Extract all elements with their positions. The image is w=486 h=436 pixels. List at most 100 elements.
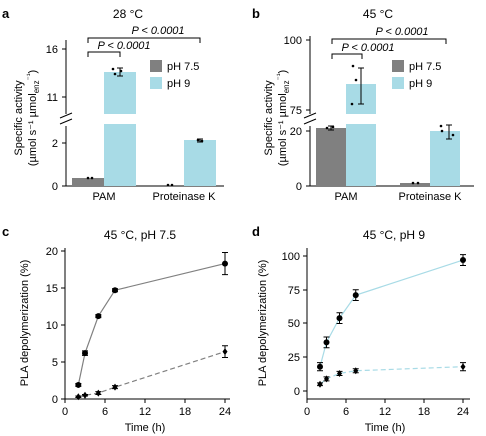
bar-a-pam-ph9 bbox=[104, 72, 136, 186]
bar-a-pk-ph9 bbox=[184, 140, 216, 186]
panel-d-xtick-label: 12 bbox=[379, 406, 391, 418]
panel-d-xtick-label: 6 bbox=[343, 406, 349, 418]
legend-label-ph9: pH 9 bbox=[167, 78, 190, 90]
panel-d-plot-area bbox=[317, 254, 466, 388]
datapoint bbox=[411, 181, 415, 185]
panel-d-ytick-label: 50 bbox=[288, 318, 300, 330]
sig-label-b-outer: P < 0.0001 bbox=[375, 26, 428, 38]
datapoint bbox=[331, 125, 335, 129]
datapoint bbox=[200, 139, 204, 143]
panel-d-ytick-label: 100 bbox=[282, 251, 300, 263]
data-point bbox=[82, 391, 88, 399]
datapoint bbox=[354, 78, 358, 82]
panel-d-title: 45 °C, pH 9 bbox=[363, 228, 425, 242]
datapoint bbox=[350, 102, 354, 106]
errorbar-b-pam-ph9 bbox=[358, 67, 364, 105]
data-point bbox=[112, 383, 118, 391]
panel-c-ytick-label: 15 bbox=[46, 283, 58, 295]
panel-b-axis-break bbox=[303, 112, 317, 125]
panel-a-ytick-label: 2 bbox=[52, 138, 58, 150]
datapoint bbox=[351, 64, 355, 68]
data-point bbox=[75, 393, 81, 401]
sig-bracket-a-outer bbox=[87, 37, 201, 43]
panel-d-ytick-label: 0 bbox=[294, 386, 300, 398]
datapoint bbox=[166, 183, 170, 187]
panel-a: a 28 °C Specific activity (µmol s⁻¹ µmol… bbox=[2, 6, 224, 203]
series-line-1 bbox=[319, 259, 464, 367]
data-point bbox=[460, 363, 466, 371]
data-point bbox=[323, 339, 330, 346]
data-point bbox=[324, 375, 329, 383]
panel-a-ytick-label: 0 bbox=[52, 181, 58, 193]
panel-b-ytick-label: 20 bbox=[290, 126, 302, 138]
bar-b-pk-ph75 bbox=[400, 183, 430, 186]
legend-swatch-ph75 bbox=[392, 60, 404, 72]
bar-a-pam-ph75 bbox=[72, 178, 104, 186]
panel-b-category-label: PAM bbox=[334, 191, 357, 203]
panel-b-ytick-label: 100 bbox=[284, 35, 302, 47]
panel-c-ytick-label: 0 bbox=[52, 394, 58, 406]
panel-a-ytick-label: 11 bbox=[47, 92, 58, 104]
legend-swatch-ph9 bbox=[150, 77, 162, 89]
panel-c-xtick-label: 24 bbox=[219, 406, 231, 418]
panel-b-bar-break-gap bbox=[342, 114, 380, 124]
data-point bbox=[112, 287, 118, 294]
sig-label-a-inner: P < 0.0001 bbox=[97, 40, 150, 52]
panel-d-ylabel: PLA depolymerization (%) bbox=[257, 260, 269, 387]
datapoint bbox=[90, 176, 94, 180]
sig-bracket-b-inner bbox=[331, 53, 363, 59]
panel-b-category-label: Proteinase K bbox=[399, 191, 463, 203]
legend-label-ph75: pH 7.5 bbox=[167, 61, 199, 73]
panel-c-ytick-label: 5 bbox=[52, 357, 58, 369]
panel-b-ytick-label: 75 bbox=[290, 105, 302, 117]
legend-label-ph9: pH 9 bbox=[409, 78, 432, 90]
panel-c-ytick-label: 10 bbox=[46, 320, 58, 332]
datapoint bbox=[325, 126, 329, 130]
data-point bbox=[317, 380, 323, 388]
datapoint bbox=[451, 133, 455, 137]
sig-label-a-outer: P < 0.0001 bbox=[131, 25, 184, 37]
legend-swatch-ph9 bbox=[392, 77, 404, 89]
panel-a-bar-break-gap bbox=[100, 114, 140, 124]
datapoint bbox=[416, 181, 420, 185]
panel-d-letter: d bbox=[252, 224, 260, 239]
panel-c-xlabel: Time (h) bbox=[125, 422, 166, 434]
data-point bbox=[353, 367, 359, 375]
panel-c-letter: c bbox=[2, 224, 9, 239]
datapoint bbox=[440, 129, 444, 133]
panel-c-plot-area bbox=[75, 251, 228, 401]
data-point bbox=[82, 350, 88, 357]
datapoint bbox=[196, 138, 200, 142]
panel-d-xlabel: Time (h) bbox=[365, 422, 406, 434]
panel-a-title: 28 °C bbox=[113, 7, 143, 21]
panel-b-ylabel-line2: (µmol s⁻¹ µmolenz⁻¹) bbox=[275, 70, 291, 166]
panel-d: d 45 °C, pH 9 PLA depolymerization (%) T… bbox=[252, 224, 470, 434]
sig-bracket-a-inner bbox=[87, 51, 121, 57]
panel-c-xtick-label: 0 bbox=[62, 406, 68, 418]
panel-a-letter: a bbox=[2, 6, 10, 21]
panel-b: b 45 °C Specific activity (µmol s⁻¹ µmol… bbox=[252, 6, 474, 203]
bar-b-pam-ph75 bbox=[316, 128, 346, 186]
data-point bbox=[460, 257, 466, 264]
panel-a-category-label: PAM bbox=[92, 191, 115, 203]
panel-b-title: 45 °C bbox=[363, 7, 393, 21]
bar-b-pk-ph9 bbox=[430, 131, 460, 186]
series-line-2 bbox=[319, 366, 464, 385]
legend-swatch-ph75 bbox=[150, 60, 162, 72]
panel-c-xtick-label: 6 bbox=[102, 406, 108, 418]
panel-c: c 45 °C, pH 7.5 PLA depolymerization (%)… bbox=[2, 224, 231, 434]
panel-b-letter: b bbox=[252, 6, 260, 21]
panel-a-category-label: Proteinase K bbox=[153, 191, 217, 203]
legend-label-ph75: pH 7.5 bbox=[409, 61, 441, 73]
datapoint bbox=[111, 67, 115, 71]
data-point bbox=[352, 292, 359, 299]
data-point bbox=[317, 363, 323, 370]
panel-a-ylabel-line2: (µmol s⁻¹ µmolenz⁻¹) bbox=[25, 70, 41, 166]
panel-d-xtick-label: 24 bbox=[457, 406, 469, 418]
panel-b-ytick-label: 0 bbox=[296, 181, 302, 193]
sig-bracket-b-outer bbox=[331, 38, 447, 44]
panel-a-ytick-label: 16 bbox=[46, 44, 58, 56]
panel-d-xtick-label: 18 bbox=[418, 406, 430, 418]
datapoint bbox=[86, 176, 90, 180]
